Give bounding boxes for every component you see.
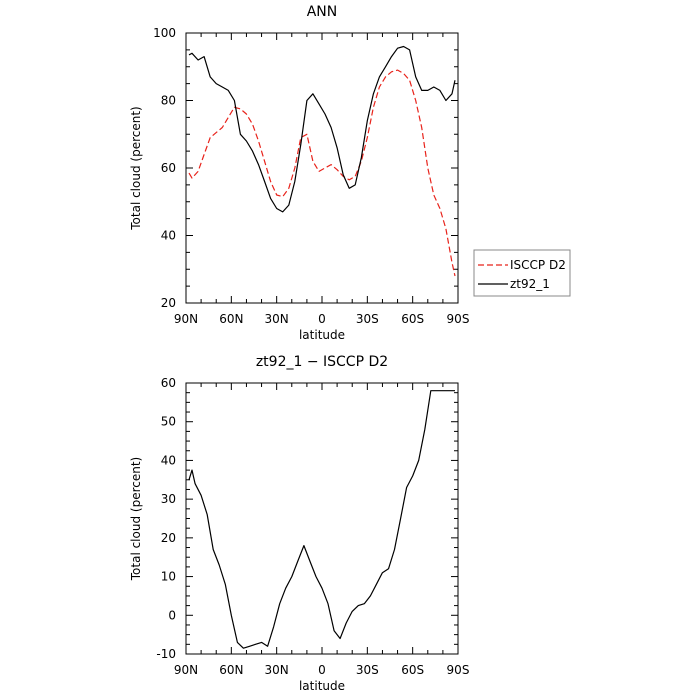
- plot-frame: [185, 382, 459, 655]
- x-tick-label: 60N: [219, 312, 243, 326]
- x-tick-label: 30S: [356, 663, 379, 677]
- y-tick-label: 20: [161, 296, 176, 310]
- legend-box: [473, 249, 571, 297]
- y-tick-label: 100: [153, 26, 176, 40]
- x-tick-label: 90S: [447, 312, 470, 326]
- y-tick-label: 0: [168, 608, 176, 622]
- y-tick-label: 50: [161, 415, 176, 429]
- series-line-isccp-d2: [188, 69, 456, 277]
- y-tick-label: 60: [161, 376, 176, 390]
- y-tick-label: 20: [161, 531, 176, 545]
- plot-frame: [185, 32, 459, 304]
- x-tick-label: 90S: [447, 663, 470, 677]
- x-tick-label: 90N: [174, 663, 198, 677]
- x-tick-label: 30N: [265, 312, 289, 326]
- x-tick-label: 0: [318, 663, 326, 677]
- x-tick-label: 30S: [356, 312, 379, 326]
- x-axis-title: latitude: [299, 328, 345, 342]
- legend-label: ISCCP D2: [510, 258, 566, 272]
- y-tick-label: 30: [161, 492, 176, 506]
- chart-title: ANN: [307, 4, 338, 20]
- x-tick-label: 60N: [219, 663, 243, 677]
- y-tick-label: 40: [161, 453, 176, 467]
- y-tick-label: 10: [161, 570, 176, 584]
- legend-label: zt92_1: [510, 277, 550, 291]
- x-axis-title: latitude: [299, 679, 345, 693]
- difference-line: [188, 390, 455, 649]
- y-axis-title: Total cloud (percent): [129, 457, 143, 581]
- series-line-zt92-1: [188, 45, 456, 213]
- y-axis-title: Total cloud (percent): [129, 106, 143, 230]
- y-tick-label: 40: [161, 229, 176, 243]
- chart-title: zt92_1 − ISCCP D2: [256, 354, 388, 370]
- x-tick-label: 0: [318, 312, 326, 326]
- x-tick-label: 30N: [265, 663, 289, 677]
- x-tick-label: 60S: [401, 312, 424, 326]
- y-tick-label: 60: [161, 161, 176, 175]
- x-tick-label: 60S: [401, 663, 424, 677]
- x-tick-label: 90N: [174, 312, 198, 326]
- y-tick-label: -10: [156, 647, 176, 661]
- y-tick-label: 80: [161, 94, 176, 108]
